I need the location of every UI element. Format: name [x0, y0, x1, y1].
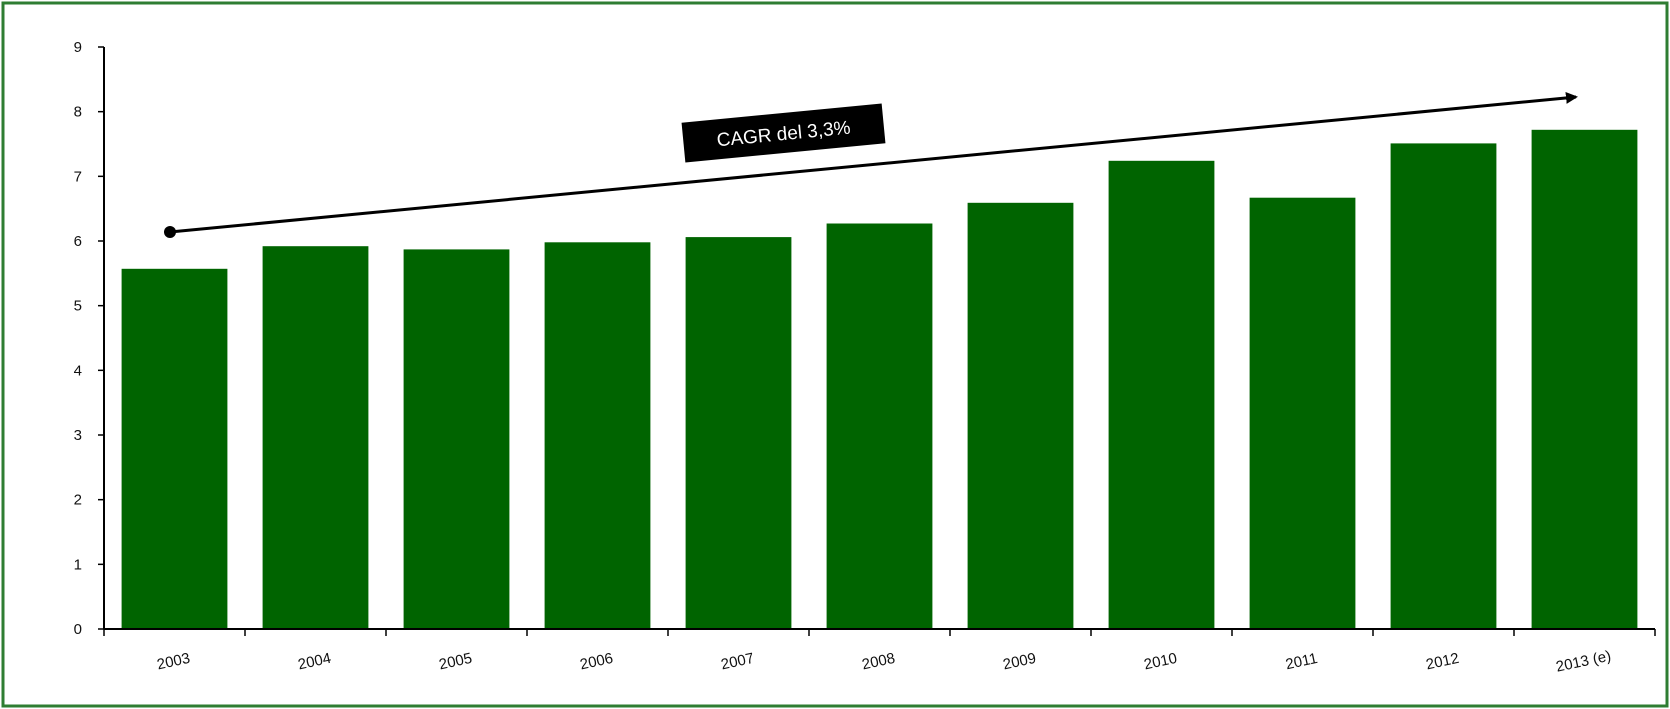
- bar-2013-e: [1531, 129, 1638, 630]
- y-tick-label: 9: [74, 39, 82, 56]
- bars-layer: [121, 129, 1638, 630]
- y-tick-label: 4: [74, 362, 82, 379]
- y-tick-label: 2: [74, 492, 82, 509]
- bar-2003: [121, 268, 228, 629]
- bar-2008: [826, 223, 933, 629]
- x-tick-label: 2005: [437, 650, 473, 674]
- y-ticks-layer: 0 1 2 3 4 5 6 7 8 9: [74, 39, 104, 638]
- x-tick-label: 2009: [1001, 650, 1037, 674]
- cagr-annotation: CAGR del 3,3%: [681, 103, 886, 163]
- x-tick-label: 2012: [1424, 650, 1460, 674]
- trend-arrow: [169, 91, 1578, 234]
- bar-2009: [967, 202, 1074, 630]
- x-tick-label: 2006: [578, 650, 614, 674]
- bar-2005: [403, 249, 510, 629]
- x-tick-label: 2003: [155, 650, 191, 674]
- x-tick-label: 2007: [719, 650, 755, 674]
- y-tick-label: 8: [74, 104, 82, 121]
- axes-layer: [103, 47, 1655, 630]
- x-tick-label: 2008: [860, 650, 896, 674]
- cagr-annotation-box: [681, 103, 886, 163]
- annotation-layer: CAGR del 3,3%: [164, 91, 1578, 238]
- y-tick-label: 6: [74, 233, 82, 250]
- y-tick-label: 1: [74, 556, 82, 573]
- x-tick-label: 2004: [296, 650, 332, 674]
- bar-2007: [685, 237, 792, 629]
- y-tick-label: 0: [74, 621, 82, 638]
- x-tick-label: 2011: [1284, 650, 1319, 673]
- bar-2004: [262, 246, 369, 629]
- bar-2012: [1390, 143, 1497, 629]
- bar-2010: [1108, 160, 1215, 630]
- y-tick-label: 7: [74, 168, 82, 185]
- y-tick-label: 5: [74, 298, 82, 315]
- x-tick-label: 2010: [1142, 650, 1178, 674]
- y-tick-label: 3: [74, 427, 82, 444]
- bar-2011: [1249, 197, 1356, 629]
- bar-2006: [544, 242, 651, 630]
